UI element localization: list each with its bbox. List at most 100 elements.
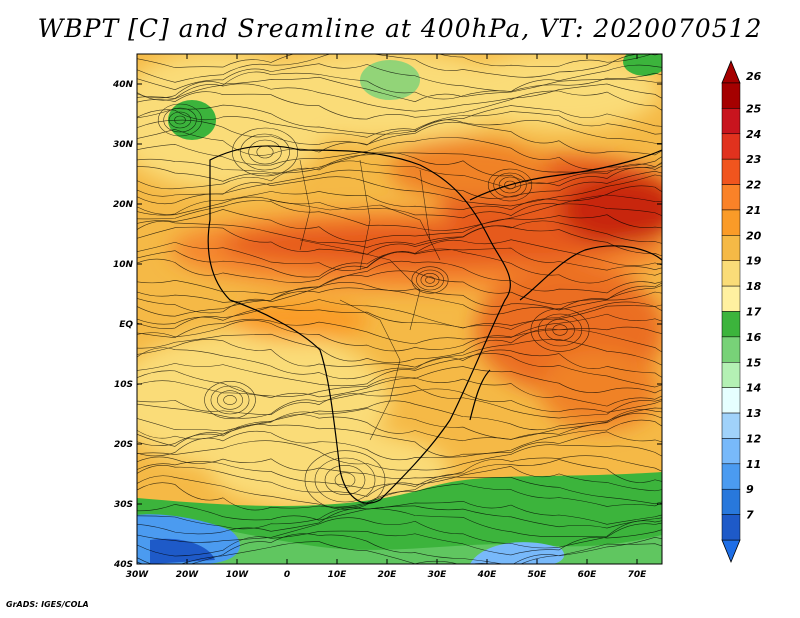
temperature-field xyxy=(137,54,662,564)
streamline xyxy=(137,209,662,242)
streamline xyxy=(137,412,662,447)
colorbar-label: 26 xyxy=(746,70,762,83)
streamline xyxy=(137,54,662,83)
streamline xyxy=(137,529,662,557)
lat-tick-label: 30S xyxy=(114,500,133,510)
streamline-eddy xyxy=(545,319,575,341)
streamline xyxy=(137,90,662,120)
streamline xyxy=(137,76,662,103)
colorbar-label: 24 xyxy=(746,128,761,141)
colorbar-label: 7 xyxy=(746,509,754,522)
colorbar-swatch xyxy=(721,514,741,541)
streamline xyxy=(137,430,662,461)
colorbar-swatch xyxy=(721,438,741,465)
streamline xyxy=(137,248,662,284)
streamline xyxy=(137,282,662,314)
streamline xyxy=(137,200,662,231)
streamline-eddy xyxy=(334,472,356,488)
colorbar-swatch xyxy=(721,158,741,185)
colorbar-swatch xyxy=(721,108,741,135)
streamline-eddy xyxy=(493,172,527,198)
streamline-eddy xyxy=(314,457,376,503)
streamline-eddy xyxy=(216,390,244,410)
streamline xyxy=(137,377,662,407)
colorbar-label: 25 xyxy=(746,102,762,115)
streamline xyxy=(137,239,662,271)
lon-tick-label: 40E xyxy=(477,570,498,580)
latitude-axis: 40N 30N 20N 10N EQ 10S 20S 30S 40S xyxy=(112,80,662,570)
colorbar-swatch xyxy=(721,336,741,363)
streamline xyxy=(137,220,662,248)
lat-tick-label: 40S xyxy=(113,560,133,570)
lon-tick-label: 20W xyxy=(176,570,200,580)
colorbar-label: 23 xyxy=(746,153,762,166)
streamline xyxy=(137,301,662,330)
lat-tick-label: 40N xyxy=(112,80,134,90)
streamline xyxy=(137,353,662,388)
colorbar: 26 25 24 23 22 21 20 19 18 17 16 15 14 13 12 11 9 7 xyxy=(721,59,762,564)
colorbar-swatch xyxy=(721,260,741,287)
streamline-eddy xyxy=(487,168,533,202)
streamlines xyxy=(137,54,662,564)
colorbar-label: 15 xyxy=(746,356,762,369)
colorbar-label: 21 xyxy=(746,204,761,217)
lat-tick-label: 20N xyxy=(113,200,134,210)
streamline xyxy=(137,109,662,138)
lon-tick-label: 10W xyxy=(226,570,250,580)
streamline xyxy=(137,194,662,219)
lon-tick-label: 70E xyxy=(628,570,648,580)
colorbar-swatch xyxy=(721,362,741,388)
lat-tick-label: 30N xyxy=(113,140,134,150)
colorbar-swatch xyxy=(721,463,741,490)
streamline xyxy=(137,400,662,432)
streamline-eddy xyxy=(223,395,237,405)
streamline-eddy xyxy=(157,103,203,137)
streamline xyxy=(137,320,662,352)
streamline xyxy=(137,247,662,278)
streamline xyxy=(137,482,662,511)
colorbar-label: 16 xyxy=(746,331,762,344)
plot-frame xyxy=(136,53,663,565)
streamline xyxy=(137,185,662,215)
streamline xyxy=(137,440,662,471)
streamline xyxy=(137,174,662,207)
lat-tick-label: 10N xyxy=(113,260,134,270)
streamline xyxy=(137,104,662,135)
colorbar-swatch xyxy=(721,82,741,109)
streamline xyxy=(137,83,662,112)
streamline xyxy=(137,455,662,479)
streamline-eddy xyxy=(537,313,583,347)
colorbar-swatch xyxy=(721,133,741,160)
streamline xyxy=(137,388,662,416)
colorbar-label: 14 xyxy=(746,382,761,395)
lon-tick-label: 20E xyxy=(378,570,398,580)
streamline xyxy=(137,287,662,317)
colorbar-label: 9 xyxy=(746,483,754,496)
streamline xyxy=(137,63,662,92)
streamline xyxy=(137,152,662,174)
streamline-eddy xyxy=(530,308,590,352)
colorbar-swatch xyxy=(721,412,741,439)
streamline-eddy xyxy=(504,180,516,190)
lon-tick-label: 0 xyxy=(284,570,290,580)
streamline xyxy=(137,328,662,364)
streamline xyxy=(137,366,662,397)
streamline xyxy=(137,419,662,457)
streamline-eddy xyxy=(210,385,250,415)
colorbar-label: 20 xyxy=(746,229,762,242)
streamline-eddy xyxy=(174,115,186,125)
lon-tick-label: 10E xyxy=(328,570,348,580)
lat-tick-label: 10S xyxy=(114,380,133,390)
streamline-eddy xyxy=(420,273,440,287)
streamline xyxy=(137,500,662,525)
map-title: WBPT [C] and Sreamline at 400hPa, VT: 20… xyxy=(37,14,763,43)
streamline xyxy=(137,347,662,380)
colorbar-swatch xyxy=(721,387,741,414)
colorbar-swatch xyxy=(721,488,741,515)
streamline xyxy=(137,505,662,530)
country-borders xyxy=(269,159,441,441)
streamline xyxy=(137,464,662,497)
streamline xyxy=(137,225,662,257)
streamline-eddy xyxy=(425,276,435,284)
streamline-eddy xyxy=(498,176,522,194)
